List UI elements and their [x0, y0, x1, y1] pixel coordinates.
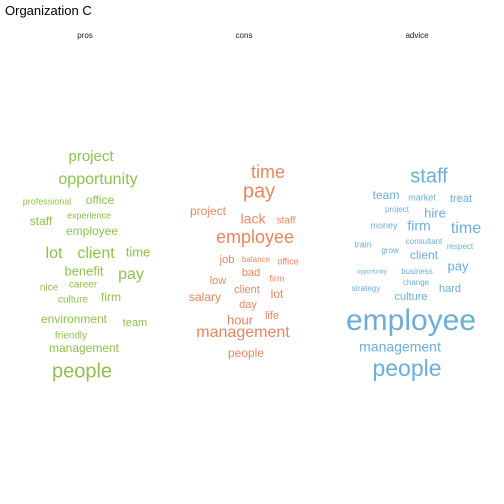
word-pros-professional: professional: [23, 196, 72, 206]
word-advice-money: money: [370, 220, 398, 230]
word-advice-respect: respect: [447, 242, 474, 251]
word-pros-office: office: [86, 193, 115, 207]
word-cons-life: life: [265, 310, 279, 322]
word-advice-train: train: [354, 239, 372, 249]
word-advice-consultant: consultant: [406, 237, 443, 246]
word-advice-time: time: [451, 220, 481, 237]
word-advice-strategy: strategy: [352, 284, 380, 293]
word-advice-staff: staff: [410, 165, 448, 187]
word-pros-client: client: [77, 245, 115, 262]
facet-header-cons: cons: [235, 31, 253, 40]
word-cons-hour: hour: [227, 312, 254, 327]
word-cons-time: time: [251, 162, 285, 182]
word-advice-market: market: [408, 192, 436, 202]
facet-advice: staff team market treat project hire money firm…: [346, 165, 481, 381]
word-pros-opportunity: opportunity: [58, 171, 137, 188]
word-cons-salary: salary: [189, 290, 221, 304]
word-advice-hire: hire: [424, 205, 446, 220]
word-pros-people: people: [52, 360, 112, 382]
word-pros-lot: lot: [46, 245, 63, 262]
word-cons-management: management: [196, 324, 290, 341]
word-cons-balance: balance: [242, 255, 271, 264]
word-cons-staff: staff: [277, 216, 296, 227]
word-advice-hard: hard: [439, 283, 461, 295]
word-advice-business: business: [401, 267, 433, 276]
word-advice-pay: pay: [448, 258, 469, 273]
word-pros-environment: environment: [41, 312, 108, 326]
word-advice-opportunity: opportunity: [357, 270, 387, 276]
word-advice-firm: firm: [407, 218, 430, 234]
word-pros-management: management: [49, 341, 120, 355]
word-pros-culture: culture: [58, 295, 88, 306]
word-pros-experience: experience: [67, 210, 111, 220]
word-advice-change: change: [403, 278, 430, 287]
word-advice-employee: employee: [346, 304, 476, 337]
word-advice-management: management: [359, 339, 441, 355]
word-advice-client: client: [410, 248, 439, 262]
facet-header-advice: advice: [405, 31, 429, 40]
word-pros-career: career: [69, 280, 98, 291]
word-pros-employee: employee: [66, 224, 118, 238]
word-cons-lot: lot: [271, 287, 284, 301]
word-cons-firm: firm: [270, 273, 285, 283]
facet-pros: project opportunity professional office expe…: [23, 148, 151, 382]
word-pros-nice: nice: [40, 283, 59, 294]
word-pros-benefit: benefit: [64, 263, 103, 278]
word-cons-day: day: [239, 299, 257, 311]
word-advice-team: team: [373, 188, 400, 202]
word-cons-people: people: [228, 346, 264, 360]
word-pros-time: time: [126, 244, 151, 259]
word-pros-friendly: friendly: [55, 331, 87, 342]
word-pros-project: project: [68, 148, 114, 165]
word-cons-pay: pay: [243, 180, 275, 202]
word-cons-bad: bad: [242, 267, 260, 279]
word-pros-staff: staff: [30, 214, 53, 228]
word-advice-people: people: [372, 355, 441, 381]
word-pros-firm: firm: [101, 290, 121, 304]
word-advice-grow: grow: [381, 246, 399, 255]
word-pros-team: team: [123, 317, 147, 329]
word-advice-project: project: [385, 205, 410, 214]
word-cons-client: client: [234, 284, 260, 296]
word-cons-project: project: [190, 204, 227, 218]
word-cons-office: office: [277, 256, 298, 266]
word-advice-culture: culture: [394, 291, 427, 303]
word-cons-low: low: [210, 275, 227, 287]
page-title: Organization C: [5, 3, 92, 18]
word-cons-lack: lack: [241, 211, 267, 227]
facet-header-pros: pros: [77, 31, 93, 40]
word-pros-pay: pay: [118, 266, 144, 283]
word-advice-treat: treat: [450, 193, 472, 205]
word-cons-job: job: [219, 254, 235, 266]
word-cons-employee: employee: [216, 227, 294, 247]
